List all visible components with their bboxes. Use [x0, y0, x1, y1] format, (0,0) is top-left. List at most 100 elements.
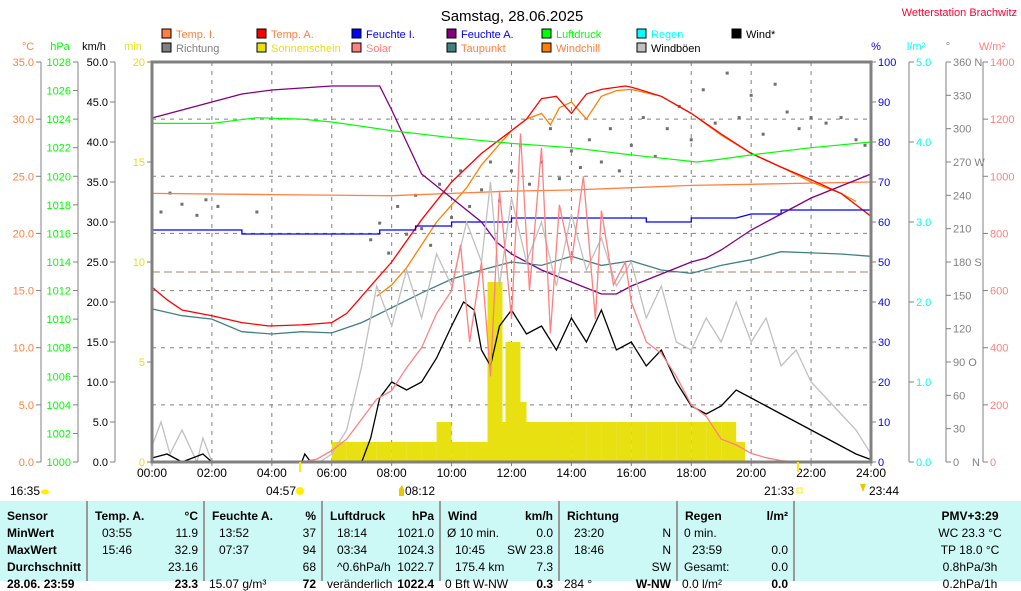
- table-cell: 07:37: [219, 543, 250, 557]
- table-cell: 18:14: [337, 526, 368, 540]
- x-tick-label: 12:00: [496, 466, 526, 480]
- table-header: hPa: [411, 509, 434, 523]
- table-cell: Durchschnitt: [7, 560, 82, 574]
- table-cell: 32.9: [174, 543, 198, 557]
- table-cell: WC 23.3 °C: [938, 526, 1002, 540]
- direction-points: [150, 71, 867, 255]
- humidity-tick-label: 0: [878, 457, 884, 469]
- chart-title: Samstag, 28.06.2025: [441, 8, 584, 25]
- wind-tick-label: 30.0: [87, 217, 108, 229]
- legend-swatch-1: [256, 28, 267, 39]
- sunshine-bar: [601, 422, 617, 462]
- temp-axis-unit: °C: [22, 41, 34, 53]
- table-cell: 1022.4: [397, 577, 434, 591]
- direction-tick-label: 300: [953, 124, 971, 136]
- series-windchill: [376, 88, 857, 297]
- direction-tick-label: 360 N: [953, 57, 982, 69]
- table-header: km/h: [524, 509, 553, 523]
- table-cell: N: [662, 526, 671, 540]
- table-column: Richtung 23:20 N 18:46 N SW 284 ° W-NW: [560, 501, 678, 591]
- legend-label: Temp. A.: [271, 29, 314, 41]
- wind-tick-label: 40.0: [87, 137, 108, 149]
- direction-point: [761, 132, 765, 136]
- x-tick-label: 06:00: [317, 466, 347, 480]
- sunshine-tick-label: 20: [133, 57, 145, 69]
- direction-tick-label: 270 W: [953, 157, 985, 169]
- table-cell: 0 Bft W-NW: [445, 577, 509, 591]
- wind-tick-label: 10.0: [87, 377, 108, 389]
- legend-label: Windchill: [556, 43, 600, 55]
- wind-tick-label: 35.0: [87, 177, 108, 189]
- sunshine-bar: [571, 422, 587, 462]
- legend-swatch-8: [256, 42, 267, 53]
- direction-point: [785, 110, 789, 114]
- legend-swatch-4: [541, 28, 552, 39]
- sunshine-bar: [631, 422, 647, 462]
- direction-tick-label: 150: [953, 290, 971, 302]
- rain-tick-label: 1.0: [916, 377, 931, 389]
- direction-point: [641, 116, 645, 120]
- wind-tick-label: 15.0: [87, 337, 108, 349]
- legend-swatch-11: [541, 42, 552, 53]
- wind-tick-label: 5.0: [93, 417, 108, 429]
- rain-tick-label: 2.0: [916, 297, 931, 309]
- direction-point: [653, 154, 657, 158]
- humidity-tick-label: 100: [878, 57, 896, 69]
- direction-point: [839, 116, 843, 120]
- direction-point: [527, 182, 531, 186]
- table-cell: veränderlich: [327, 577, 393, 591]
- sunshine-bar: [406, 442, 422, 462]
- table-header: Feuchte A.: [212, 509, 273, 523]
- table-cell: 1022.7: [397, 560, 434, 574]
- pressure-tick-label: 1022: [47, 143, 71, 155]
- temp-tick-label: 10.0: [13, 343, 34, 355]
- sunshine-bar: [466, 442, 482, 462]
- rain-tick-label: 3.0: [916, 217, 931, 229]
- table-cell: 23:20: [574, 526, 605, 540]
- table-cell: 0 min.: [684, 526, 717, 540]
- x-tick-label: 02:00: [197, 466, 227, 480]
- legend: Temp. I. Temp. A. Feuchte I. Feuchte A. Luft…: [161, 28, 776, 55]
- direction-point: [459, 169, 463, 173]
- direction-point: [255, 210, 259, 214]
- series-feuchte-a-: [151, 85, 872, 295]
- table-cell: 15.07 g/m³: [209, 577, 267, 591]
- wind-tick-label: 0.0: [93, 457, 108, 469]
- sunshine-bar: [436, 422, 452, 462]
- solar-tick-label: 800: [990, 228, 1008, 240]
- solar-tick-label: 600: [990, 286, 1008, 298]
- legend-swatch-12: [636, 42, 647, 53]
- direction-point: [578, 166, 582, 170]
- x-tick-label: 22:00: [796, 466, 826, 480]
- direction-point: [689, 138, 693, 142]
- legend-label: Feuchte A.: [461, 29, 514, 41]
- table-header: Sensor: [7, 509, 48, 523]
- direction-point: [713, 121, 717, 125]
- table-cell: 03:34: [337, 543, 368, 557]
- table-cell: Gesamt:: [684, 560, 730, 574]
- table-cell: SW: [651, 560, 671, 574]
- table-cell: 0.0: [536, 526, 553, 540]
- table-cell: 0.0: [771, 577, 788, 591]
- direction-point: [854, 138, 858, 142]
- wind-tick-label: 50.0: [87, 57, 108, 69]
- table-header: Richtung: [567, 509, 619, 523]
- x-tick-label: 16:00: [616, 466, 646, 480]
- table-cell: 0.3: [536, 577, 553, 591]
- moonset-time: 23:44: [869, 484, 899, 498]
- direction-point: [429, 243, 433, 247]
- moonset-icon: [860, 484, 866, 492]
- direction-tick-label: 240: [953, 190, 971, 202]
- table-cell: 23.16: [167, 560, 198, 574]
- sunshine-bar: [586, 422, 602, 462]
- table-column: Luftdruck hPa 18:14 1021.0 03:34 1024.3 ^0.6hP…: [323, 501, 441, 591]
- rain-tick-label: 0.0: [916, 457, 931, 469]
- table-column: Sensor MinWert MaxWert Durchschnitt 28.06. 2…: [0, 501, 88, 591]
- series-temp-a-: [151, 85, 872, 327]
- sunset-time: 21:33: [764, 484, 794, 498]
- table-header: Wind: [448, 509, 478, 523]
- sunshine-bar: [520, 422, 536, 462]
- pressure-tick-label: 1000: [47, 457, 71, 469]
- legend-label: Solar: [366, 43, 392, 55]
- direction-point: [665, 127, 669, 131]
